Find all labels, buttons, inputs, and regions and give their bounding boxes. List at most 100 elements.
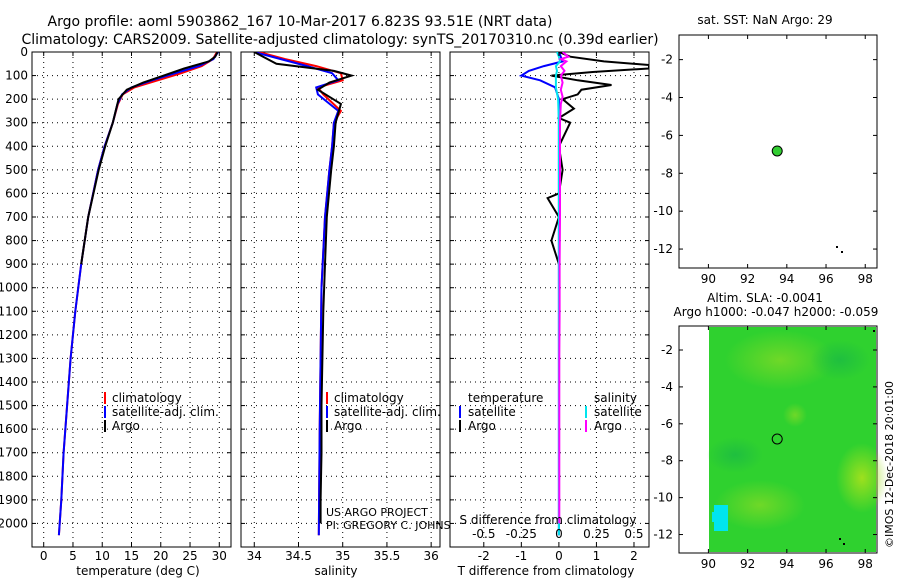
latitude-tick-label: -12 [653,242,673,256]
sst-map-title: sat. SST: NaN Argo: 29 [697,13,832,27]
profile-line-s-diff-satellite [554,52,562,536]
legend-s-argo-label: Argo [594,419,622,433]
salinity-diff-tick-label: 0.5 [624,527,643,541]
depth-tick-label: 300 [5,116,28,130]
legend-t-satellite-label: satellite [468,405,516,419]
map-speck [836,246,838,248]
figure-title-line1: Argo profile: aoml 5903862_167 10-Mar-20… [48,14,553,30]
depth-tick-label: 600 [5,186,28,200]
longitude-tick-label: 90 [701,272,716,286]
sla-field-patch [707,437,763,473]
credit-project: US ARGO PROJECT [326,506,428,519]
depth-tick-label: 400 [5,139,28,153]
sla-map-panel: Altim. SLA: -0.0041 Argo h1000: -0.047 h… [653,291,888,571]
latitude-tick-label: -4 [661,380,673,394]
longitude-tick-label: 94 [779,272,794,286]
depth-tick-label: 800 [5,234,28,248]
latitude-tick-label: -2 [661,343,673,357]
temperature-x-axis-label: temperature (deg C) [76,564,199,578]
depth-tick-label: 700 [5,210,28,224]
temperature-profile-panel: 0 5 10 15 20 25 30 0 100 200 300 400 500 600 700 800 90… [0,45,232,578]
x-tick-label: 35.5 [374,549,401,563]
legend-satellite-label: satellite-adj. clim. [112,405,219,419]
depth-tick-label: 0 [20,45,28,59]
profile-line-t-diff-argo [546,52,649,265]
x-tick-label: 36 [424,549,439,563]
difference-profile-panel: -2 -1 0 1 2 -0.5 -0.25 0 0.25 0.5 T difference f… [449,51,650,578]
latitude-tick-label: -6 [661,417,673,431]
legend-satellite-label: satellite-adj. clim. [334,405,441,419]
sla-heatmap-field [707,327,888,552]
sla-field-patch [725,330,835,390]
longitude-tick-label: 94 [779,557,794,571]
longitude-tick-label: 98 [858,272,873,286]
latitude-tick-label: -2 [661,53,673,67]
figure-title-line2: Climatology: CARS2009. Satellite-adjuste… [21,32,658,48]
salinity-diff-tick-label: 0.25 [583,527,610,541]
sla-field-patch [810,340,870,380]
salinity-diff-tick-label: -0.5 [472,527,495,541]
depth-tick-label: 200 [5,92,28,106]
legend-argo-label: Argo [112,419,140,433]
salinity-profile-panel: 34 34.5 35 35.5 36 salinity climatology sate… [240,51,467,578]
salinity-diff-legend: salinity satellite Argo [585,391,642,433]
salinity-diff-tick-label: 0 [555,527,563,541]
profile-location-marker [771,433,783,445]
legend-temperature-heading: temperature [468,391,543,405]
credit-pi: PI: GREGORY C. JOHNSON [326,519,467,532]
t-difference-x-axis-label: T difference from climatology [457,564,635,578]
latitude-tick-label: -10 [653,204,673,218]
x-tick-label: -2 [478,549,490,563]
legend-salinity-heading: salinity [594,391,637,405]
legend-s-satellite-label: satellite [594,405,642,419]
depth-tick-label: 1900 [0,493,28,507]
depth-tick-label: 900 [5,257,28,271]
sla-field-cool-patch [714,505,728,531]
latitude-tick-label: -8 [661,454,673,468]
longitude-tick-label: 90 [701,557,716,571]
map-speck [843,543,845,545]
depth-tick-label: 100 [5,69,28,83]
x-tick-label: 35 [335,549,350,563]
x-tick-label: 25 [182,549,197,563]
longitude-tick-label: 98 [858,557,873,571]
longitude-tick-label: 92 [740,557,755,571]
x-tick-label: 10 [95,549,110,563]
depth-tick-label: 1200 [0,328,28,342]
sla-map-title-line2: Argo h1000: -0.047 h2000: -0.059 [674,305,879,319]
map-speck [841,251,843,253]
x-tick-label: 30 [212,549,227,563]
s-difference-x-axis-label: S difference from climatology [460,513,637,527]
salinity-diff-tick-label: -0.25 [506,527,537,541]
imos-timestamp: ©IMOS 12-Dec-2018 20:01:00 [883,381,896,548]
sla-field-patch [715,480,805,530]
depth-tick-label: 1000 [0,281,28,295]
x-tick-label: 34 [247,549,262,563]
depth-tick-label: 1600 [0,422,28,436]
depth-tick-label: 2000 [0,516,28,530]
depth-tick-label: 1800 [0,469,28,483]
temperature-diff-legend: temperature satellite Argo [459,391,543,433]
x-tick-label: 5 [69,549,77,563]
x-tick-label: 20 [153,549,168,563]
map-speck [839,538,841,540]
latitude-tick-label: -8 [661,166,673,180]
sst-map-panel: sat. SST: NaN Argo: 29 90 92 94 96 98 -2 -4 -6 -… [653,13,878,286]
profile-location-marker [771,145,783,157]
legend-t-argo-label: Argo [468,419,496,433]
sla-field-patch [783,403,807,427]
latitude-tick-label: -12 [653,528,673,542]
depth-tick-label: 1700 [0,446,28,460]
x-tick-label: 1 [593,549,601,563]
temperature-plot-frame [31,51,232,548]
depth-tick-label: 500 [5,163,28,177]
sla-field-cool-patch [712,512,716,522]
longitude-tick-label: 92 [740,272,755,286]
sla-field-patch [836,443,888,513]
salinity-legend: climatology satellite-adj. clim. Argo [326,391,441,433]
legend-climatology-label: climatology [334,391,404,405]
x-tick-label: 0 [555,549,563,563]
x-tick-label: 15 [124,549,139,563]
temperature-legend: climatology satellite-adj. clim. Argo [104,391,219,433]
